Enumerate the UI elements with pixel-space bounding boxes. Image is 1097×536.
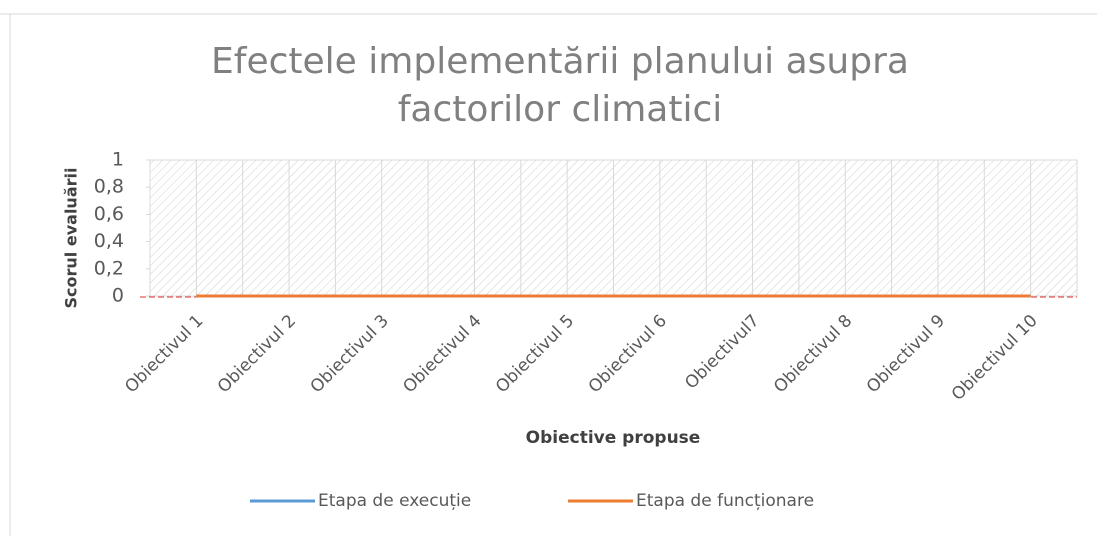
y-tick-label: 0,8 xyxy=(94,176,124,198)
x-tick-label: Obiectivul 2 xyxy=(214,311,300,397)
y-tick-label: 0,4 xyxy=(94,230,124,252)
chart-title: Efectele implementării planului asupra f… xyxy=(211,41,909,130)
y-tick-label: 1 xyxy=(112,149,124,171)
x-axis-label: Obiective propuse xyxy=(526,428,701,448)
x-tick-label: Obiectivul 5 xyxy=(492,311,578,397)
x-tick-label: Obiectivul 6 xyxy=(585,311,671,397)
y-tick-label: 0,6 xyxy=(94,203,124,225)
y-tick-label: 0 xyxy=(112,285,124,307)
y-tick-label: 0,2 xyxy=(94,257,124,279)
legend-label: Etapa de execuție xyxy=(318,491,471,511)
x-tick-label: Obiectivul 4 xyxy=(399,311,485,397)
legend-label: Etapa de funcționare xyxy=(636,491,814,511)
x-tick-label: Obiectivul 8 xyxy=(770,311,856,397)
x-tick-label: Obiectivul 1 xyxy=(121,311,207,397)
x-tick-label: Obiectivul 9 xyxy=(863,311,949,397)
x-tick-label: Obiectivul 10 xyxy=(948,311,1042,405)
x-tick-label: Obiectivul7 xyxy=(681,311,763,393)
y-axis-label: Scorul evaluării xyxy=(62,168,81,309)
x-tick-label: Obiectivul 3 xyxy=(307,311,393,397)
